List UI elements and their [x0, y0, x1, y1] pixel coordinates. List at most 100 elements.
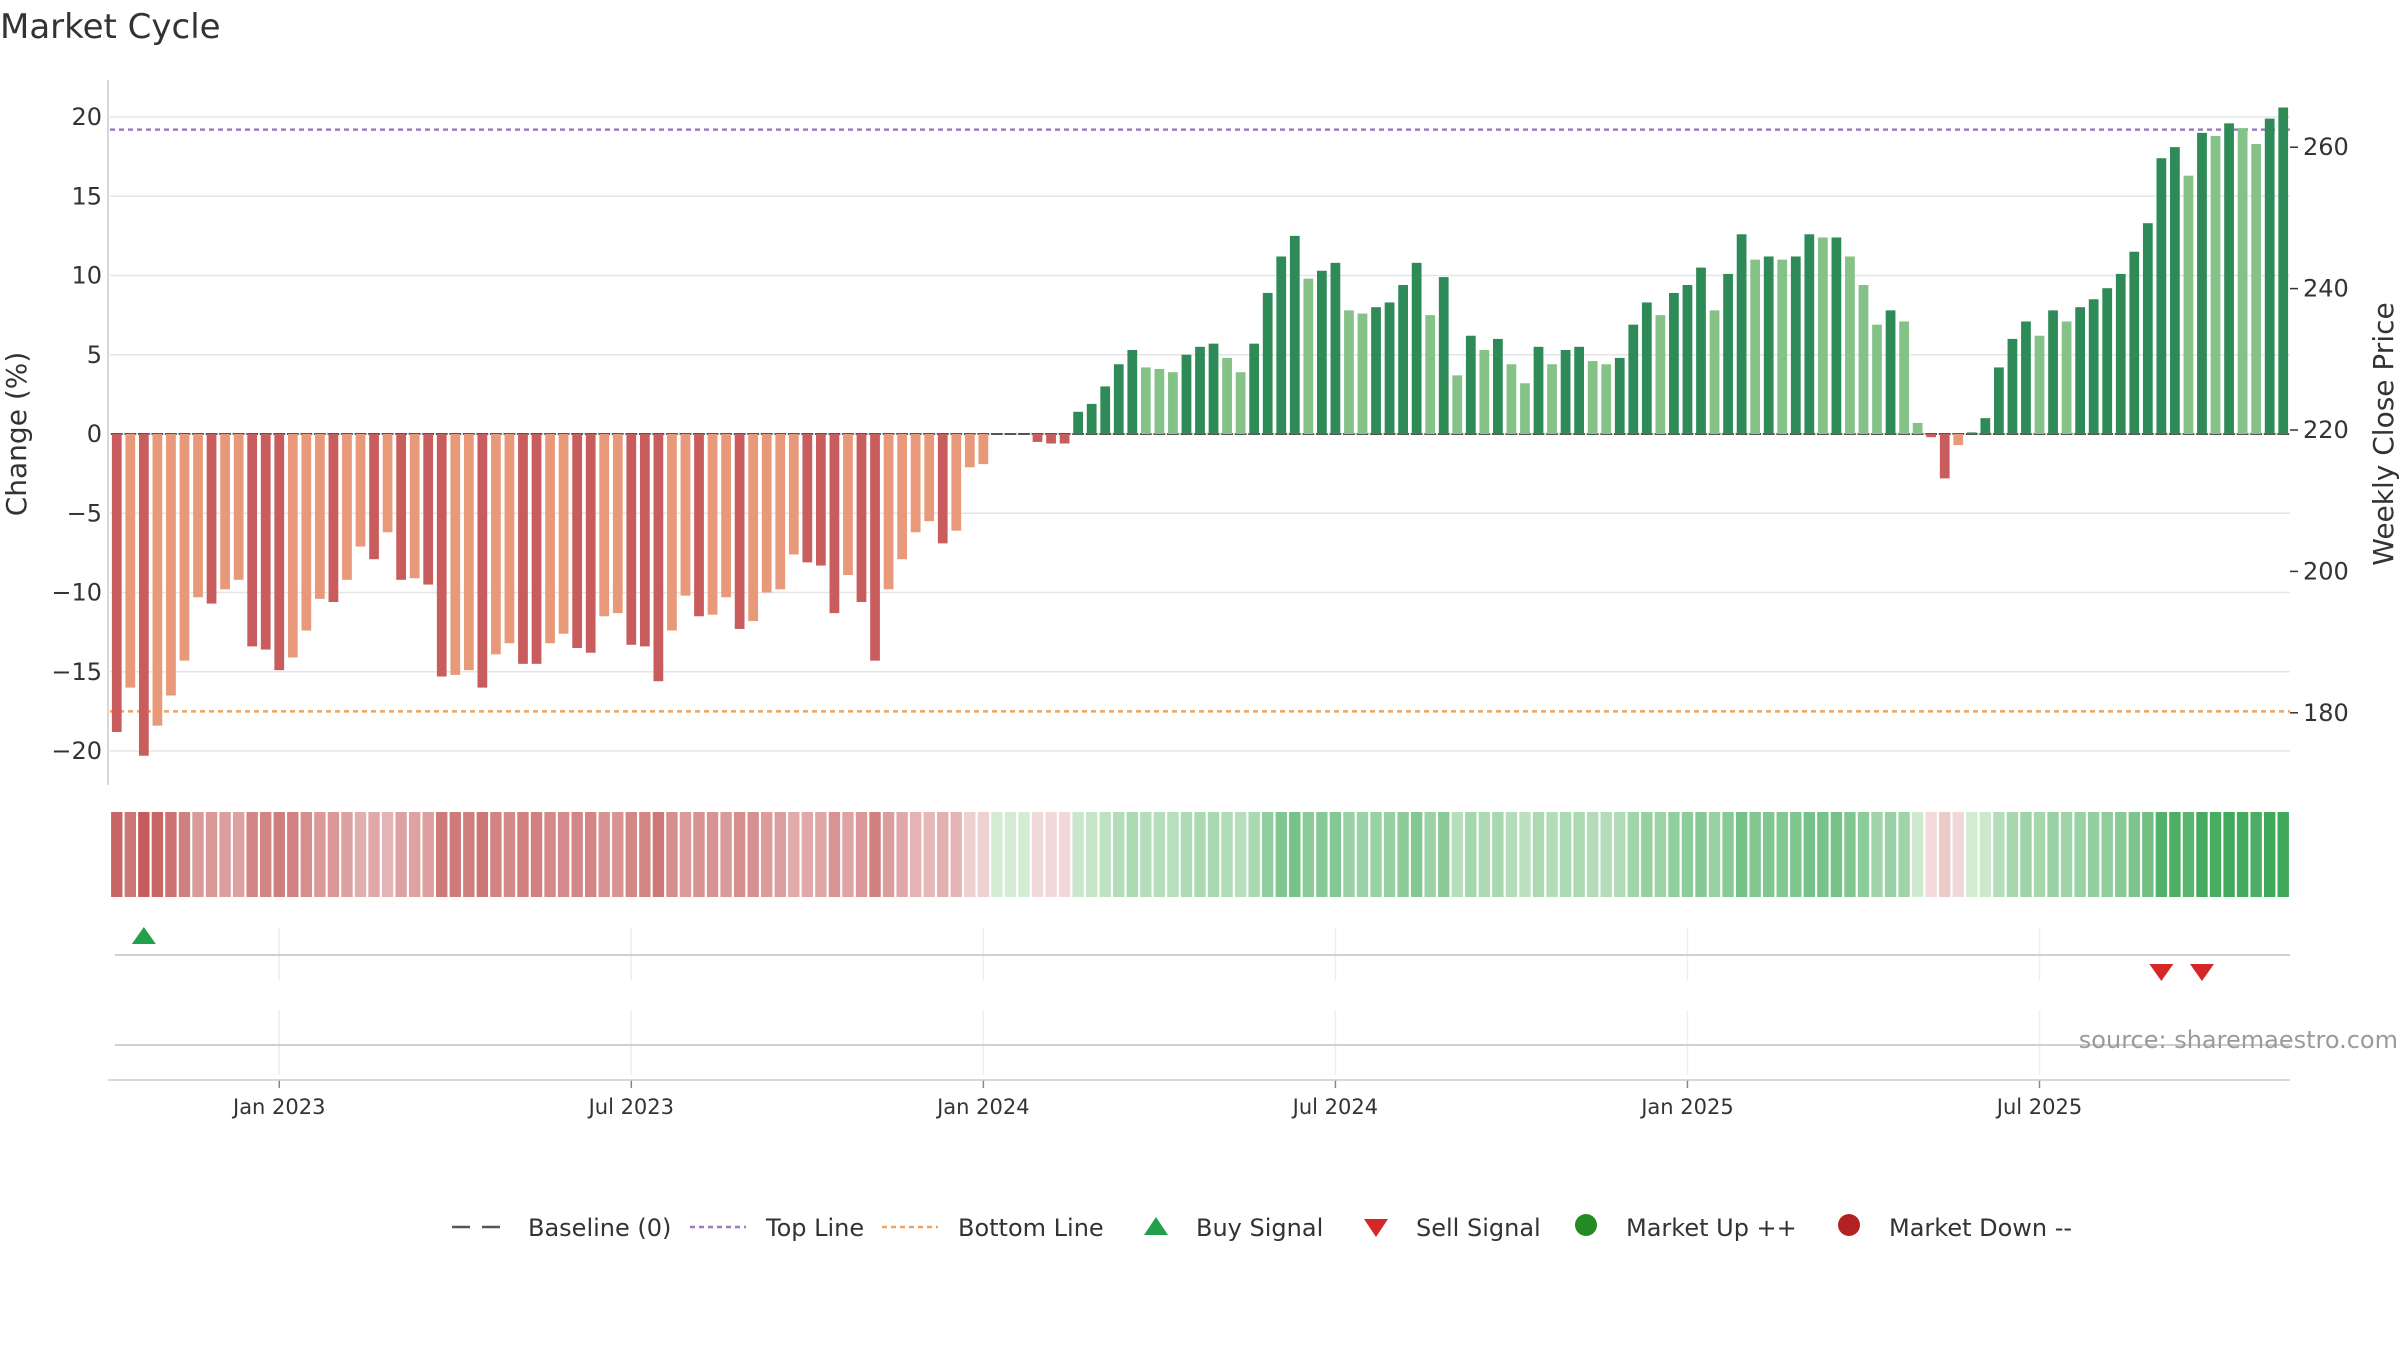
sell-signal-marker — [2149, 964, 2174, 981]
heat-cell — [2155, 812, 2168, 897]
change-bar — [2237, 128, 2248, 434]
heat-cell — [1681, 812, 1694, 897]
change-bar — [233, 434, 244, 580]
y-left-tick-label: −10 — [51, 579, 102, 607]
change-bar — [1357, 313, 1368, 434]
change-bar — [978, 434, 989, 465]
change-bar — [2170, 147, 2180, 435]
change-bar — [1641, 302, 1652, 434]
heat-cell — [503, 812, 516, 897]
change-bar — [870, 434, 880, 661]
change-bar — [667, 434, 677, 631]
y-left-tick-label: 5 — [87, 341, 102, 369]
heat-cell — [1085, 812, 1098, 897]
change-bar — [937, 434, 948, 544]
heat-cell — [341, 812, 353, 897]
heat-cell — [246, 812, 258, 897]
heat-cell — [544, 812, 556, 897]
heat-cell — [1614, 812, 1626, 897]
change-bar — [2251, 143, 2262, 434]
heat-strip — [111, 812, 2289, 897]
heat-cell — [869, 812, 881, 897]
heat-cell — [1708, 812, 1721, 897]
heat-cell — [232, 812, 245, 897]
change-bar — [761, 434, 772, 593]
heat-cell — [2223, 812, 2235, 897]
legend-swatch — [1575, 1214, 1597, 1236]
change-bar — [436, 434, 447, 677]
legend-label: Market Up ++ — [1626, 1214, 1797, 1242]
heat-cell — [1898, 812, 1910, 897]
heat-cell — [1383, 812, 1396, 897]
heat-cell — [517, 812, 529, 897]
heat-cell — [652, 812, 665, 897]
change-bar — [1154, 369, 1165, 434]
change-bar — [599, 434, 610, 617]
heat-cell — [788, 812, 800, 897]
source-label: source: sharemaestro.com — [2079, 1026, 2398, 1054]
heat-cell — [1424, 812, 1436, 897]
heat-cell — [2060, 812, 2073, 897]
change-bar — [1817, 237, 1828, 434]
left-axis-ticks: 20 15 10 5 0 −5 −10 −15 −20 — [51, 103, 102, 765]
change-bar — [1547, 364, 1557, 434]
change-bar — [572, 434, 583, 648]
heat-cell — [436, 812, 448, 897]
change-bar — [342, 434, 352, 580]
heat-cell — [1140, 812, 1152, 897]
heat-cell — [991, 812, 1003, 897]
heat-cell — [463, 812, 475, 897]
change-bar — [477, 434, 488, 688]
change-bar — [382, 434, 393, 533]
change-bar — [721, 434, 731, 598]
heat-cell — [1559, 812, 1572, 897]
heat-cell — [449, 812, 461, 897]
change-bar — [274, 434, 285, 671]
heat-cell — [1925, 812, 1937, 897]
heat-cell — [2209, 812, 2222, 897]
heat-cell — [1194, 812, 1206, 897]
legend-entry: Top Line — [690, 1214, 864, 1242]
heat-cell — [1844, 812, 1856, 897]
change-bar — [125, 434, 136, 688]
heat-cell — [1519, 812, 1531, 897]
y-left-tick-label: −5 — [67, 499, 102, 527]
change-bar — [1046, 434, 1056, 444]
heat-cell — [1180, 812, 1193, 897]
change-bar — [2264, 118, 2275, 435]
change-bar — [1763, 256, 1774, 434]
heat-cell — [151, 812, 164, 897]
heat-cell — [2277, 812, 2289, 897]
heat-cell — [1763, 812, 1775, 897]
right-axis-ticks: 180 200 220 240 260 — [2290, 133, 2349, 727]
change-bar — [1303, 278, 1314, 434]
change-bar — [491, 434, 501, 655]
change-bar — [585, 434, 596, 653]
y-right-tick-label: 260 — [2303, 133, 2349, 161]
change-bar — [1628, 324, 1639, 434]
change-bar — [287, 434, 298, 658]
heat-cell — [205, 812, 218, 897]
heat-cell — [733, 812, 746, 897]
change-bar — [1316, 270, 1327, 434]
heat-cell — [815, 812, 827, 897]
heat-cell — [571, 812, 583, 897]
x-axis-ticks: Jan 2023 Jul 2023 Jan 2024 Jul 2024 Jan 2025… — [108, 1079, 2290, 1119]
heat-cell — [165, 812, 177, 897]
y-left-tick-label: 0 — [87, 420, 102, 448]
change-bar — [1059, 434, 1070, 444]
change-bar — [2115, 273, 2126, 434]
change-bar — [260, 434, 271, 650]
x-tick-label: Jul 2023 — [587, 1095, 674, 1119]
heat-cell — [408, 812, 421, 897]
heat-cell — [761, 812, 773, 897]
heat-cell — [2128, 812, 2140, 897]
heat-cell — [1018, 812, 1030, 897]
heat-cell — [2101, 812, 2113, 897]
heat-cell — [1857, 812, 1870, 897]
heat-cell — [1790, 812, 1802, 897]
heat-cell — [1397, 812, 1409, 897]
heat-cell — [625, 812, 637, 897]
legend-entry: Buy Signal — [1144, 1214, 1323, 1242]
heat-cell — [2047, 812, 2059, 897]
